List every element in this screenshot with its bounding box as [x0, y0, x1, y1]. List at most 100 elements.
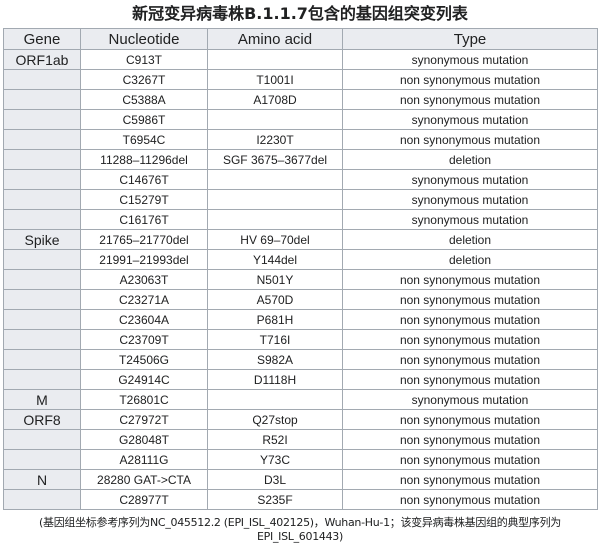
table-row: C14676T synonymous mutation: [3, 169, 598, 190]
amino-acid-cell: T1001I: [207, 69, 343, 90]
amino-acid-cell: Y73C: [207, 449, 343, 470]
nucleotide-cell: C16176T: [80, 209, 208, 230]
table-row: G24914C D1118H non synonymous mutation: [3, 369, 598, 390]
table-row: T24506G S982A non synonymous mutation: [3, 349, 598, 370]
amino-acid-cell: [207, 109, 343, 130]
type-cell: non synonymous mutation: [342, 449, 598, 470]
type-cell: non synonymous mutation: [342, 369, 598, 390]
table-title: 新冠变异病毒株B.1.1.7包含的基因组突变列表: [132, 4, 468, 23]
nucleotide-cell: 11288–11296del: [80, 149, 208, 170]
amino-acid-cell: S235F: [207, 489, 343, 510]
gene-cell: [3, 169, 81, 190]
table-row: C5986T synonymous mutation: [3, 109, 598, 130]
nucleotide-cell: A28111G: [80, 449, 208, 470]
type-cell: deletion: [342, 149, 598, 170]
header-gene: Gene: [3, 28, 81, 50]
nucleotide-cell: C15279T: [80, 189, 208, 210]
nucleotide-cell: T26801C: [80, 389, 208, 410]
type-cell: non synonymous mutation: [342, 429, 598, 450]
table-caption: (基因组坐标参考序列为NC_045512.2 (EPI_ISL_402125)，…: [39, 516, 561, 543]
table-row: C16176T synonymous mutation: [3, 209, 598, 230]
nucleotide-cell: 28280 GAT->CTA: [80, 469, 208, 490]
amino-acid-cell: I2230T: [207, 129, 343, 150]
amino-acid-cell: [207, 209, 343, 230]
table-row: C5388A A1708D non synonymous mutation: [3, 89, 598, 110]
gene-cell: [3, 189, 81, 210]
nucleotide-cell: 21991–21993del: [80, 249, 208, 270]
nucleotide-cell: C913T: [80, 49, 208, 70]
gene-cell: [3, 349, 81, 370]
table-row: N 28280 GAT->CTA D3L non synonymous mutatio…: [3, 469, 598, 490]
amino-acid-cell: A1708D: [207, 89, 343, 110]
header-row: Gene Nucleotide Amino acid Type: [3, 28, 598, 50]
amino-acid-cell: [207, 169, 343, 190]
amino-acid-cell: [207, 389, 343, 410]
header-amino-acid: Amino acid: [207, 28, 343, 50]
nucleotide-cell: C27972T: [80, 409, 208, 430]
table-row: M T26801C synonymous mutation: [3, 389, 598, 410]
table-row: C28977T S235F non synonymous mutation: [3, 489, 598, 510]
table-row: C23604A P681H non synonymous mutation: [3, 309, 598, 330]
type-cell: non synonymous mutation: [342, 309, 598, 330]
amino-acid-cell: R52I: [207, 429, 343, 450]
amino-acid-cell: T716I: [207, 329, 343, 350]
type-cell: deletion: [342, 229, 598, 250]
gene-cell: ORF8: [3, 409, 81, 430]
nucleotide-cell: C23271A: [80, 289, 208, 310]
gene-cell: [3, 289, 81, 310]
amino-acid-cell: HV 69–70del: [207, 229, 343, 250]
gene-cell: [3, 149, 81, 170]
amino-acid-cell: [207, 189, 343, 210]
amino-acid-cell: P681H: [207, 309, 343, 330]
gene-cell: [3, 309, 81, 330]
type-cell: non synonymous mutation: [342, 489, 598, 510]
nucleotide-cell: T6954C: [80, 129, 208, 150]
nucleotide-cell: G24914C: [80, 369, 208, 390]
type-cell: synonymous mutation: [342, 189, 598, 210]
amino-acid-cell: A570D: [207, 289, 343, 310]
nucleotide-cell: T24506G: [80, 349, 208, 370]
table-row: 11288–11296del SGF 3675–3677del deletion: [3, 149, 598, 170]
gene-cell: Spike: [3, 229, 81, 250]
table-row: C23271A A570D non synonymous mutation: [3, 289, 598, 310]
table-row: C23709T T716I non synonymous mutation: [3, 329, 598, 350]
type-cell: synonymous mutation: [342, 49, 598, 70]
type-cell: non synonymous mutation: [342, 289, 598, 310]
amino-acid-cell: S982A: [207, 349, 343, 370]
nucleotide-cell: C28977T: [80, 489, 208, 510]
table-row: Spike 21765–21770del HV 69–70del deletion: [3, 229, 598, 250]
gene-cell: [3, 369, 81, 390]
type-cell: deletion: [342, 249, 598, 270]
gene-cell: ORF1ab: [3, 49, 81, 70]
gene-cell: [3, 209, 81, 230]
type-cell: non synonymous mutation: [342, 349, 598, 370]
amino-acid-cell: D3L: [207, 469, 343, 490]
table-row: C3267T T1001I non synonymous mutation: [3, 69, 598, 90]
header-nucleotide: Nucleotide: [80, 28, 208, 50]
table-row: ORF1ab C913T synonymous mutation: [3, 49, 598, 70]
amino-acid-cell: Q27stop: [207, 409, 343, 430]
amino-acid-cell: Y144del: [207, 249, 343, 270]
type-cell: synonymous mutation: [342, 169, 598, 190]
nucleotide-cell: C3267T: [80, 69, 208, 90]
gene-cell: [3, 489, 81, 510]
type-cell: non synonymous mutation: [342, 469, 598, 490]
table-row: ORF8 C27972T Q27stop non synonymous mutatio…: [3, 409, 598, 430]
nucleotide-cell: C14676T: [80, 169, 208, 190]
nucleotide-cell: C5986T: [80, 109, 208, 130]
gene-cell: [3, 269, 81, 290]
mutation-table: Gene Nucleotide Amino acid Type ORF1ab C9…: [3, 28, 598, 510]
table-row: A28111G Y73C non synonymous mutation: [3, 449, 598, 470]
gene-cell: M: [3, 389, 81, 410]
type-cell: synonymous mutation: [342, 209, 598, 230]
table-row: 21991–21993del Y144del deletion: [3, 249, 598, 270]
gene-cell: [3, 329, 81, 350]
gene-cell: [3, 129, 81, 150]
table-row: G28048T R52I non synonymous mutation: [3, 429, 598, 450]
gene-cell: [3, 89, 81, 110]
table-row: A23063T N501Y non synonymous mutation: [3, 269, 598, 290]
nucleotide-cell: A23063T: [80, 269, 208, 290]
nucleotide-cell: 21765–21770del: [80, 229, 208, 250]
gene-cell: [3, 449, 81, 470]
table-row: T6954C I2230T non synonymous mutation: [3, 129, 598, 150]
